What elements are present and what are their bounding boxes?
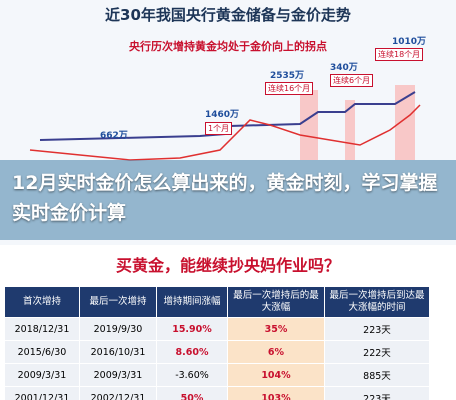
headline[interactable]: 12月实时金价怎么算出来的，黄金时刻，学习掌握实时金价计算: [12, 172, 438, 224]
table: 首次增持 最后一次增持 增持期间涨幅 最后一次增持后的最大涨幅 最后一次增持后到达最大涨…: [4, 286, 430, 400]
overlay: [0, 160, 456, 240]
cell: 8.60%: [156, 340, 228, 364]
annotation: 2535万: [270, 71, 305, 81]
chart-title: 近30年我国央行黄金储备与金价走势: [105, 6, 351, 24]
row: 2009/3/31 2009/3/31 -3.60% 104% 885天: [4, 363, 430, 387]
cell: 2009/3/31: [4, 363, 80, 387]
header-cell: 最后一次增持后到达最大涨幅的时间: [324, 286, 430, 318]
highlight: [300, 90, 318, 160]
highlight: [345, 100, 355, 160]
cell: -3.60%: [156, 363, 228, 387]
annotation-tag: 连续6个月: [330, 74, 374, 87]
cell: 35%: [227, 317, 325, 341]
annotation-tag: 连续16个月: [265, 82, 314, 95]
annotation: 662万: [100, 131, 128, 141]
cell: 2016/10/31: [79, 340, 157, 364]
cell: 103%: [227, 386, 325, 400]
cell: 2009/3/31: [79, 363, 157, 387]
annotation: 340万: [330, 63, 358, 73]
cell: 223天: [324, 386, 430, 400]
row: 2001/12/31 2002/12/31 50% 103% 223天: [4, 386, 430, 400]
annotation-tag: 连续18个月: [375, 48, 424, 61]
cell: 223天: [324, 317, 430, 341]
annotation: 1010万: [392, 37, 427, 47]
cell: 104%: [227, 363, 325, 387]
cell: 2018/12/31: [4, 317, 80, 341]
table-title: 买黄金，能继续抄央妈作业吗？: [115, 256, 340, 275]
header-cell: 最后一次增持后的最大涨幅: [227, 286, 325, 318]
header-cell: 最后一次增持: [79, 286, 157, 318]
row: 2018/12/31 2019/9/30 15.90% 35% 223天: [4, 317, 430, 341]
cell: 2015/6/30: [4, 340, 80, 364]
chart-subtitle: 央行历次增持黄金均处于金价向上的拐点: [129, 40, 327, 53]
header-cell: 首次增持: [4, 286, 80, 318]
row: 2015/6/30 2016/10/31 8.60% 6% 222天: [4, 340, 430, 364]
annotation-tag: 1个月: [205, 122, 233, 135]
cell: 15.90%: [156, 317, 228, 341]
cell: 2001/12/31: [4, 386, 80, 400]
header-cell: 增持期间涨幅: [156, 286, 228, 318]
cell: 50%: [156, 386, 228, 400]
reserve-line: [39, 91, 416, 141]
annotation: 1460万: [205, 110, 240, 120]
cell: 6%: [227, 340, 325, 364]
cell: 222天: [324, 340, 430, 364]
highlight: [395, 85, 415, 160]
cell: 885天: [324, 363, 430, 387]
chart-decoration: [29, 85, 421, 161]
cell: 2019/9/30: [79, 317, 157, 341]
cell: 2002/12/31: [79, 386, 157, 400]
